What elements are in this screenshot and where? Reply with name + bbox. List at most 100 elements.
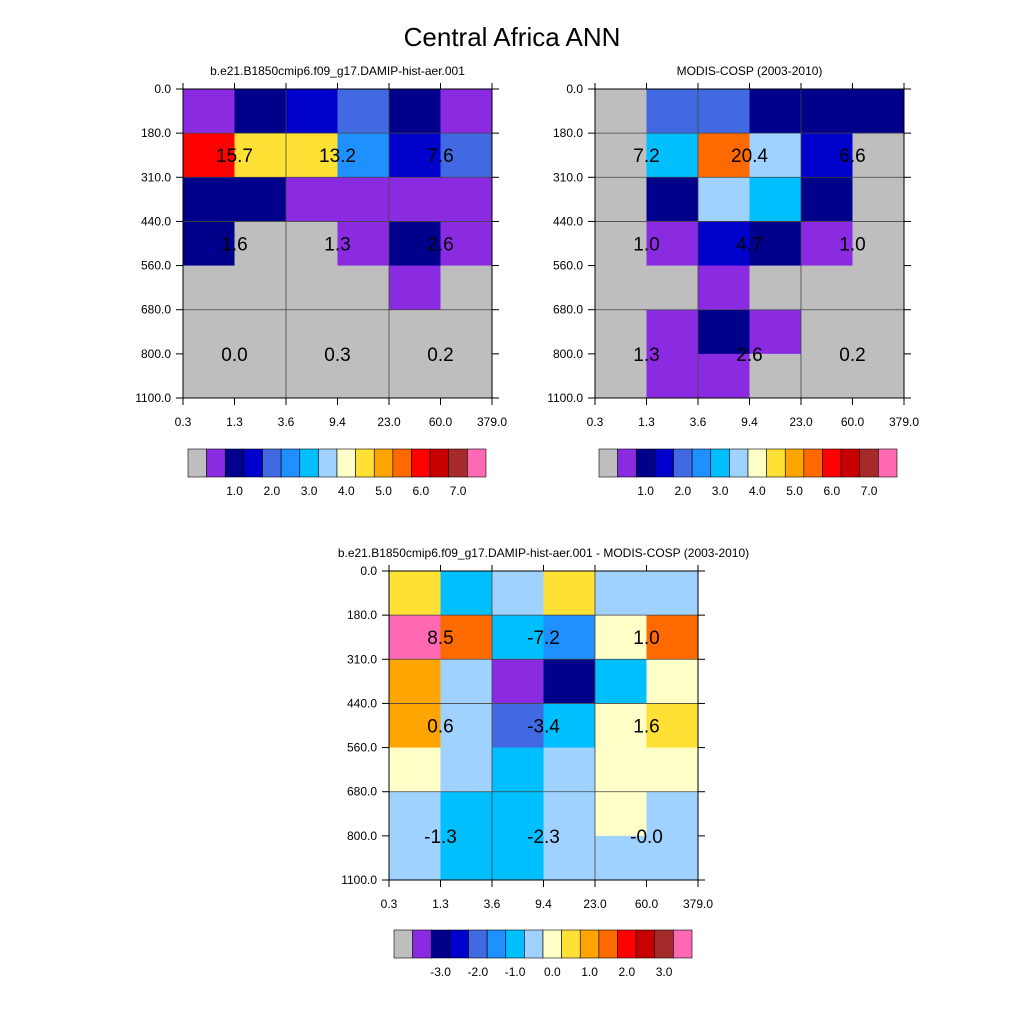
y-tick-label: 800.0 — [141, 347, 171, 361]
heatmap-cell — [337, 265, 390, 311]
heatmap-panel-1: b.e21.B1850cmip6.f09_g17.DAMIP-hist-aer.… — [135, 64, 507, 498]
x-tick-label: 379.0 — [683, 897, 713, 911]
colorbar-box — [561, 929, 581, 959]
colorbar-label: 2.0 — [618, 965, 635, 979]
cell-value-label: 1.0 — [633, 235, 659, 256]
colorbar-box — [654, 929, 674, 959]
x-tick-label: 0.3 — [587, 415, 604, 429]
colorbar-label: 1.0 — [581, 965, 598, 979]
heatmap-cell — [698, 133, 750, 178]
x-tick-label: 60.0 — [635, 897, 659, 911]
colorbar-label: 6.0 — [823, 484, 840, 498]
heatmap-cell — [183, 265, 235, 311]
heatmap-cell — [852, 353, 905, 399]
heatmap-cell — [183, 353, 235, 399]
heatmap-cell — [286, 353, 338, 399]
heatmap-cell — [389, 791, 441, 837]
heatmap-cell — [852, 309, 905, 355]
colorbar-box — [766, 448, 786, 478]
colorbar: -3.0 -2.0 -1.0 0.0 1.0 2.0 3.0 — [393, 929, 693, 979]
y-tick-label: 310.0 — [553, 170, 583, 184]
y-tick-label: 680.0 — [141, 303, 171, 317]
heatmap-cell — [492, 835, 544, 881]
heatmap-cell — [543, 747, 596, 793]
heatmap-cell — [389, 659, 441, 704]
heatmap-cell — [595, 353, 647, 399]
y-tick-label: 0.0 — [566, 82, 583, 96]
colorbar: 1.0 2.0 3.0 4.0 5.0 6.0 7.0 — [598, 448, 898, 498]
colorbar-label: -2.0 — [467, 965, 488, 979]
main-title: Central Africa ANN — [404, 22, 621, 52]
colorbar-box — [579, 929, 600, 959]
heatmap-cell — [337, 353, 390, 399]
colorbar-box — [598, 929, 618, 959]
colorbar-label: 1.0 — [637, 484, 654, 498]
heatmap-cell — [389, 835, 441, 881]
heatmap-cell — [646, 177, 699, 222]
heatmap-cell — [749, 89, 802, 134]
colorbar-box — [673, 448, 693, 478]
x-tick-label: 1.3 — [638, 415, 655, 429]
heatmap-cell — [440, 747, 493, 793]
x-tick-label: 0.3 — [381, 897, 398, 911]
heatmap-cell — [595, 221, 647, 267]
heatmap-cell — [234, 265, 287, 311]
colorbar-box — [393, 929, 413, 959]
colorbar-box — [747, 448, 767, 478]
colorbar-box — [392, 448, 412, 478]
cell-value-label: -3.4 — [527, 717, 560, 738]
heatmap-cell — [646, 791, 699, 837]
colorbar-label: 4.0 — [749, 484, 766, 498]
heatmap-cell — [440, 309, 493, 355]
y-tick-label: 560.0 — [347, 741, 377, 755]
heatmap-cell — [286, 221, 338, 267]
y-tick-label: 680.0 — [553, 303, 583, 317]
colorbar-label: 2.0 — [263, 484, 280, 498]
heatmap-cell — [801, 265, 853, 311]
heatmap-cell — [749, 309, 802, 355]
heatmap-cell — [440, 571, 493, 616]
cell-value-label: 8.5 — [427, 628, 453, 649]
colorbar-box — [729, 448, 749, 478]
heatmap-cell — [646, 835, 699, 881]
colorbar-box — [224, 448, 245, 478]
colorbar-label: 7.0 — [861, 484, 878, 498]
cell-value-label: 0.6 — [427, 717, 453, 738]
heatmap-cell — [492, 659, 544, 704]
colorbar-box — [524, 929, 544, 959]
grid-lines — [595, 89, 904, 398]
x-tick-label: 60.0 — [841, 415, 865, 429]
x-tick-label: 3.6 — [484, 897, 501, 911]
heatmap-cell — [492, 615, 544, 660]
heatmap-cell — [698, 353, 750, 399]
y-tick-label: 180.0 — [141, 126, 171, 140]
heatmap-cell — [749, 133, 802, 178]
heatmap-cell — [389, 221, 441, 267]
y-tick-label: 1100.0 — [341, 873, 377, 887]
x-tick-label: 1.3 — [432, 897, 449, 911]
heatmap-cell — [234, 221, 287, 267]
heatmap-cell — [183, 177, 235, 222]
colorbar-label: 5.0 — [375, 484, 392, 498]
colorbar-box — [617, 929, 637, 959]
heatmap-cell — [595, 177, 647, 222]
colorbar-box — [859, 448, 879, 478]
heatmap-panel-2: MODIS-COSP (2003-2010) 0.0 180.0 310.0 440.0… — [547, 64, 919, 498]
x-tick-label: 0.3 — [175, 415, 192, 429]
colorbar-label: 6.0 — [412, 484, 429, 498]
cell-value-label: 20.4 — [731, 146, 768, 167]
heatmap-cell — [698, 309, 750, 355]
y-tick-label: 180.0 — [347, 608, 377, 622]
heatmap-cell — [595, 659, 647, 704]
colorbar-label: 4.0 — [338, 484, 355, 498]
colorbar-box — [710, 448, 730, 478]
heatmap-cell — [440, 659, 493, 704]
heatmap-cell — [698, 221, 750, 267]
grid-lines — [183, 89, 492, 398]
colorbar-box — [429, 448, 450, 478]
heatmap-cell — [440, 89, 493, 134]
heatmap-cell — [852, 133, 905, 178]
colorbar-box — [840, 448, 861, 478]
heatmap-cell — [183, 133, 235, 178]
heatmap-cell — [440, 615, 493, 660]
